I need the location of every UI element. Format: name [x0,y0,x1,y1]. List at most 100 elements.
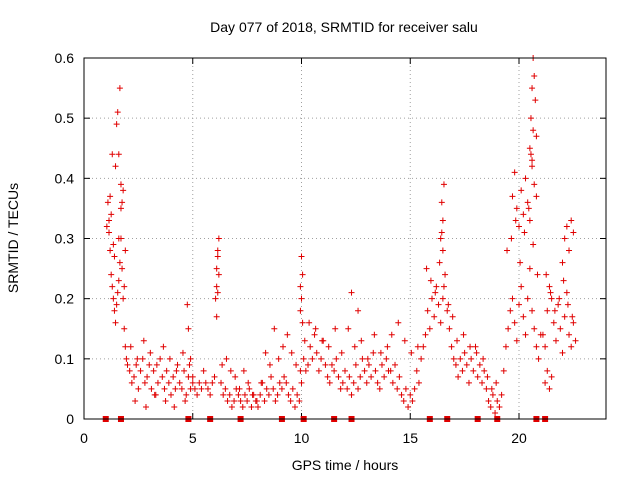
data-point [220,391,227,398]
data-point [568,217,575,224]
data-point [189,379,196,386]
y-tick-labels: 0 0.1 0.2 0.3 0.4 0.5 0.6 [55,50,75,427]
data-point [111,253,118,260]
data-point [159,373,166,380]
data-point [439,295,446,302]
data-point [530,241,537,248]
data-point [168,391,174,398]
data-point [110,295,117,302]
data-point [271,325,278,332]
data-point [531,181,538,188]
data-point [348,391,355,398]
data-point [468,355,475,362]
data-point [383,355,390,362]
data-point [564,301,571,308]
data-point [270,385,277,392]
data-point [526,145,533,152]
data-point [355,385,362,392]
data-point [505,325,512,332]
data-point [299,271,306,278]
data-point [127,343,134,350]
data-point [170,373,177,380]
data-point [132,397,139,404]
data-point [151,391,158,398]
data-point [119,265,126,272]
data-point [103,223,110,230]
data-point [107,247,114,254]
data-point [104,199,111,206]
data-point [476,361,483,368]
data-point [253,397,260,404]
data-point [414,343,421,350]
data-point [240,367,247,374]
data-point [113,301,120,308]
data-point [504,247,511,254]
data-point [559,349,566,356]
data-point [111,307,118,314]
data-point [297,307,304,314]
data-point [272,397,279,404]
data-point [239,403,246,410]
data-point [165,379,172,386]
data-point [370,349,377,356]
data-point [117,181,124,188]
data-point [457,355,464,362]
data-point [422,331,429,338]
data-point [299,319,306,326]
data-point [520,211,527,218]
data-point [439,217,446,224]
data-point [215,271,222,278]
data-point [437,319,444,326]
data-point [257,391,264,398]
data-point [322,361,329,368]
data-point [533,133,540,140]
data-point [108,271,115,278]
data-point [191,385,198,392]
data-point [123,355,130,362]
data-point [572,337,579,344]
data-points [103,55,579,416]
y-tick-label: 0 [66,411,74,427]
data-point [213,313,220,320]
data-point [352,361,359,368]
data-point [424,307,431,314]
data-point [161,385,168,392]
data-point [122,247,129,254]
data-point [405,403,412,410]
data-point [384,343,391,350]
data-point [178,385,185,392]
data-point [500,367,507,374]
data-point [204,385,211,392]
data-point [395,319,402,326]
data-point [115,151,122,158]
data-point [186,361,193,368]
data-point [560,277,567,284]
data-point [209,379,216,386]
data-point [556,295,563,302]
data-point [551,307,558,314]
data-point [555,301,562,308]
data-point [153,361,160,368]
data-point [467,343,474,350]
data-point [315,367,322,374]
data-point [363,379,370,386]
data-point [285,391,292,398]
data-point [418,355,425,362]
data-point [120,187,127,194]
data-point [518,283,525,290]
data-point [436,259,443,266]
data-point [472,343,479,350]
data-point [114,289,121,296]
data-point [557,325,564,332]
data-point [388,331,395,338]
data-point [244,397,251,404]
data-point [561,235,568,242]
data-point [445,301,452,308]
data-point [146,361,153,368]
data-point [548,295,555,302]
data-point [521,229,528,236]
data-point [325,343,332,350]
data-point [133,361,140,368]
data-point [333,355,340,362]
data-point [287,397,294,404]
